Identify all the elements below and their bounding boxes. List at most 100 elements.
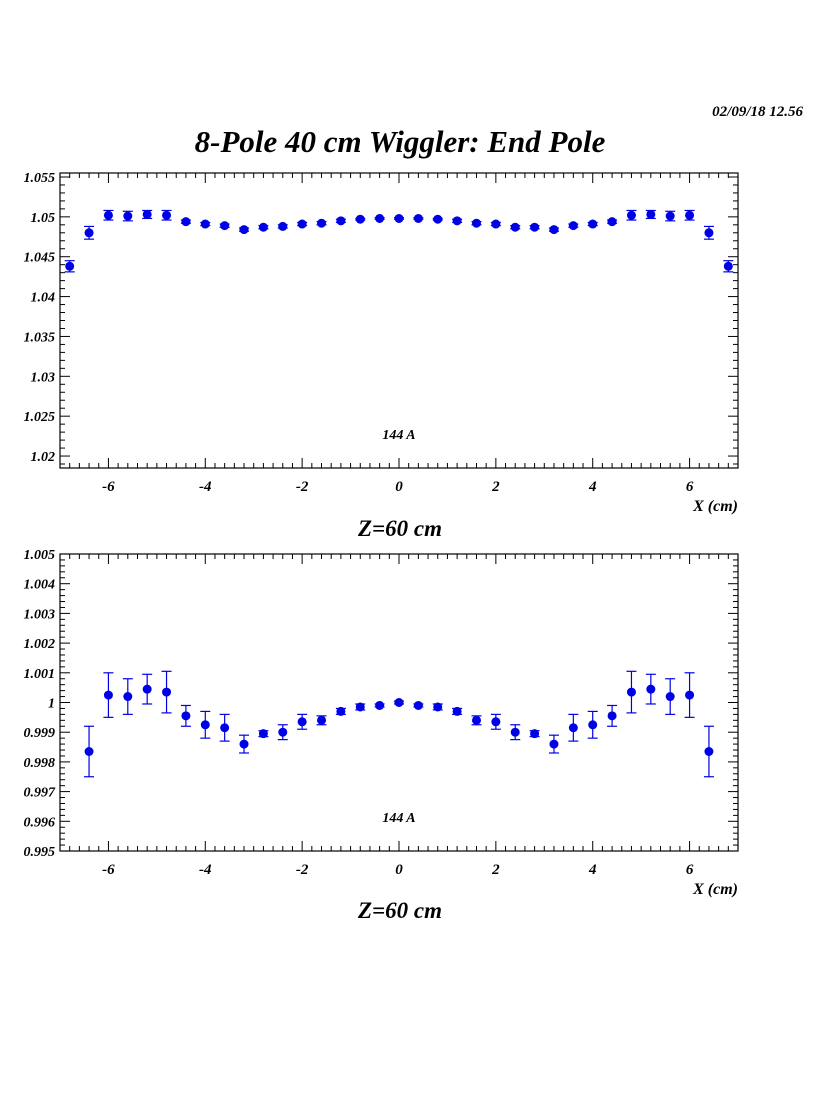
data-point-group — [335, 706, 346, 716]
y-tick-label: 0.999 — [24, 726, 56, 741]
data-point-group — [607, 217, 618, 227]
data-point-group — [200, 710, 211, 739]
data-point-group — [587, 710, 598, 739]
data-point — [297, 219, 307, 229]
y-tick-label: 1.001 — [24, 667, 56, 682]
data-point-group — [394, 698, 404, 707]
data-point — [278, 727, 288, 737]
y-tick-label: 1.045 — [24, 251, 56, 266]
data-point — [162, 687, 172, 697]
data-point-group — [277, 724, 288, 741]
data-point — [394, 213, 404, 223]
data-point-group — [490, 713, 501, 730]
x-tick-label: 4 — [588, 862, 597, 878]
y-tick-label: 1 — [48, 697, 55, 712]
data-point-group — [626, 670, 637, 714]
y-tick-label: 1.03 — [31, 370, 56, 385]
data-point-group — [142, 209, 153, 220]
data-point — [568, 221, 578, 231]
chart-panel-top: -6 -4 -2 0 2 4 6 1.02 1.025 1.03 1.035 1.04 1.045 1.0… — [24, 171, 739, 541]
data-point — [530, 729, 540, 739]
data-point — [471, 715, 481, 725]
data-point — [317, 218, 327, 228]
data-point — [510, 727, 520, 737]
data-point — [375, 213, 385, 223]
data-point — [123, 211, 133, 221]
data-point — [568, 723, 578, 733]
data-point-group — [471, 715, 482, 726]
data-point-group — [64, 260, 75, 273]
data-point-group — [645, 673, 656, 705]
data-point — [510, 222, 520, 232]
data-point-group — [84, 725, 95, 778]
data-point — [239, 225, 249, 235]
data-point-group — [374, 700, 385, 710]
x-tick-label: 6 — [686, 862, 694, 878]
data-point — [588, 219, 598, 229]
data-point-group — [355, 702, 366, 712]
y-tick-label: 0.998 — [24, 756, 56, 771]
data-point-group — [490, 219, 501, 229]
y-tick-label: 1.055 — [24, 171, 56, 186]
data-point-group — [161, 209, 172, 221]
x-tick-label: -6 — [102, 862, 115, 878]
data-point-group — [607, 704, 618, 727]
data-point — [491, 717, 501, 727]
data-point-group — [626, 209, 637, 221]
data-point — [103, 690, 113, 700]
data-point-group — [432, 702, 443, 712]
y-tick-label: 1.025 — [24, 410, 56, 425]
data-point — [181, 711, 191, 721]
x-axis-label: X (cm) — [692, 881, 738, 898]
page-title: 8-Pole 40 cm Wiggler: End Pole — [194, 124, 606, 159]
data-point — [200, 720, 210, 730]
data-point-group — [510, 724, 521, 741]
data-point — [181, 217, 191, 227]
current-annotation: 144 A — [382, 428, 415, 443]
data-point — [588, 720, 598, 730]
data-point-group — [142, 673, 153, 705]
data-point — [278, 221, 288, 231]
plot-caption: Z=60 cm — [357, 516, 442, 541]
data-point-group — [645, 209, 656, 220]
y-tick-label: 1.035 — [24, 330, 56, 345]
data-point-group — [568, 221, 579, 231]
y-tick-label: 1.004 — [24, 578, 56, 593]
data-point-group — [239, 225, 250, 235]
x-tick-label: -6 — [102, 479, 115, 495]
data-point-group — [277, 221, 288, 231]
data-point-group — [239, 734, 250, 754]
data-point — [685, 210, 695, 220]
data-point-group — [548, 225, 559, 235]
data-point — [258, 222, 268, 232]
data-point — [452, 216, 462, 226]
data-point — [665, 211, 675, 221]
data-point — [452, 706, 462, 716]
data-point — [239, 739, 249, 749]
data-point-group — [297, 219, 308, 229]
x-axis-label: X (cm) — [692, 498, 738, 515]
data-point-group — [103, 209, 114, 221]
data-point-group — [180, 704, 191, 727]
y-tick-label: 1.005 — [24, 548, 56, 563]
y-tick-label: 0.995 — [24, 845, 56, 860]
data-point — [646, 209, 656, 219]
data-point-group — [568, 713, 579, 742]
data-point — [220, 221, 230, 231]
x-tick-label: -4 — [199, 862, 212, 878]
data-point-group — [219, 221, 230, 231]
data-point — [220, 723, 230, 733]
data-point — [162, 210, 172, 220]
data-point-group — [316, 715, 327, 726]
data-point — [607, 217, 617, 227]
data-point — [704, 228, 714, 238]
data-point — [413, 700, 423, 710]
current-annotation: 144 A — [382, 811, 415, 826]
data-point-group — [200, 219, 211, 229]
data-point-group — [413, 213, 424, 223]
y-tick-label: 0.997 — [24, 786, 57, 801]
data-point — [626, 210, 636, 220]
data-point — [607, 711, 617, 721]
x-tick-label: 0 — [395, 479, 403, 495]
data-point-group — [394, 213, 404, 223]
